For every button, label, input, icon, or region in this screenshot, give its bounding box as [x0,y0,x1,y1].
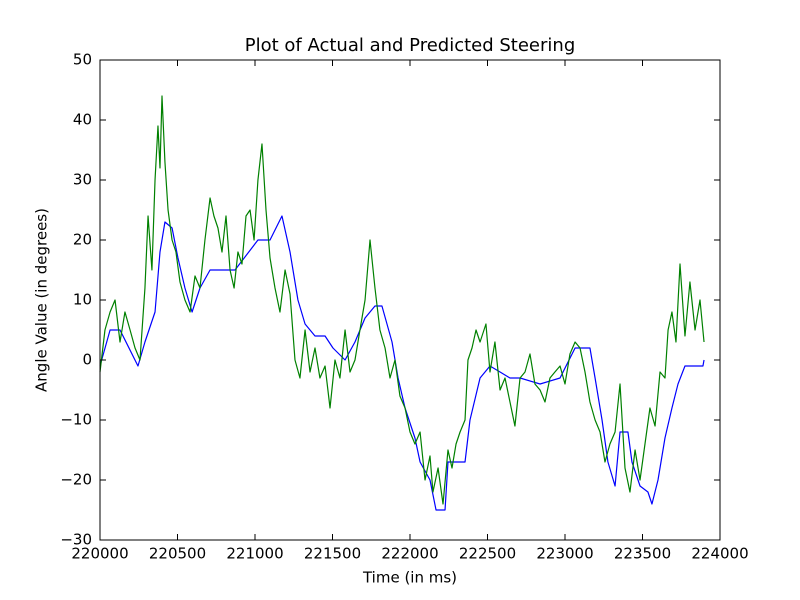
x-axis-label: Time (in ms) [362,569,457,587]
y-tick-label: −10 [60,411,92,429]
x-tick-label: 223500 [614,545,671,563]
y-axis-label: Angle Value (in degrees) [33,208,51,392]
y-tick-label: −30 [60,531,92,549]
y-tick-label: 40 [73,111,92,129]
x-tick-label: 222500 [459,545,516,563]
x-tick-label: 221000 [226,545,283,563]
y-tick-label: 10 [73,291,92,309]
y-tick-label: 0 [82,351,92,369]
y-tick-label: 30 [73,171,92,189]
x-tick-label: 221500 [304,545,361,563]
x-tick-label: 220500 [149,545,206,563]
y-tick-label: 50 [73,51,92,69]
y-tick-label: 20 [73,231,92,249]
y-tick-label: −20 [60,471,92,489]
x-tick-label: 220000 [71,545,128,563]
x-tick-label: 223000 [536,545,593,563]
series-line [99,95,705,505]
plot-area [99,95,705,511]
x-tick-label: 222000 [381,545,438,563]
chart-title: Plot of Actual and Predicted Steering [245,35,576,56]
x-tick-label: 224000 [691,545,748,563]
